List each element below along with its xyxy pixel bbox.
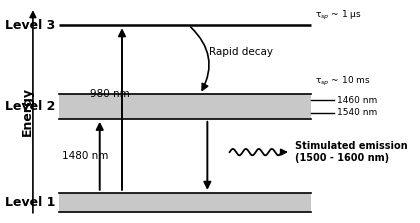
Bar [59,94,311,119]
Text: 1540 nm: 1540 nm [336,108,377,117]
Text: Level 1: Level 1 [5,196,55,209]
Text: 1460 nm: 1460 nm [336,96,377,105]
Text: τ$_{sp}$ ~ 10 ms: τ$_{sp}$ ~ 10 ms [315,75,370,88]
Text: Level 2: Level 2 [5,100,55,113]
Text: Stimulated emission
(1500 - 1600 nm): Stimulated emission (1500 - 1600 nm) [294,141,407,163]
Text: Energy: Energy [21,87,34,136]
Text: 980 nm: 980 nm [90,89,130,99]
Text: Rapid decay: Rapid decay [209,47,273,57]
Text: 1480 nm: 1480 nm [63,151,109,161]
Text: τ$_{sp}$ ~ 1 μs: τ$_{sp}$ ~ 1 μs [315,8,362,22]
Bar [59,193,311,213]
Text: Level 3: Level 3 [5,19,55,32]
